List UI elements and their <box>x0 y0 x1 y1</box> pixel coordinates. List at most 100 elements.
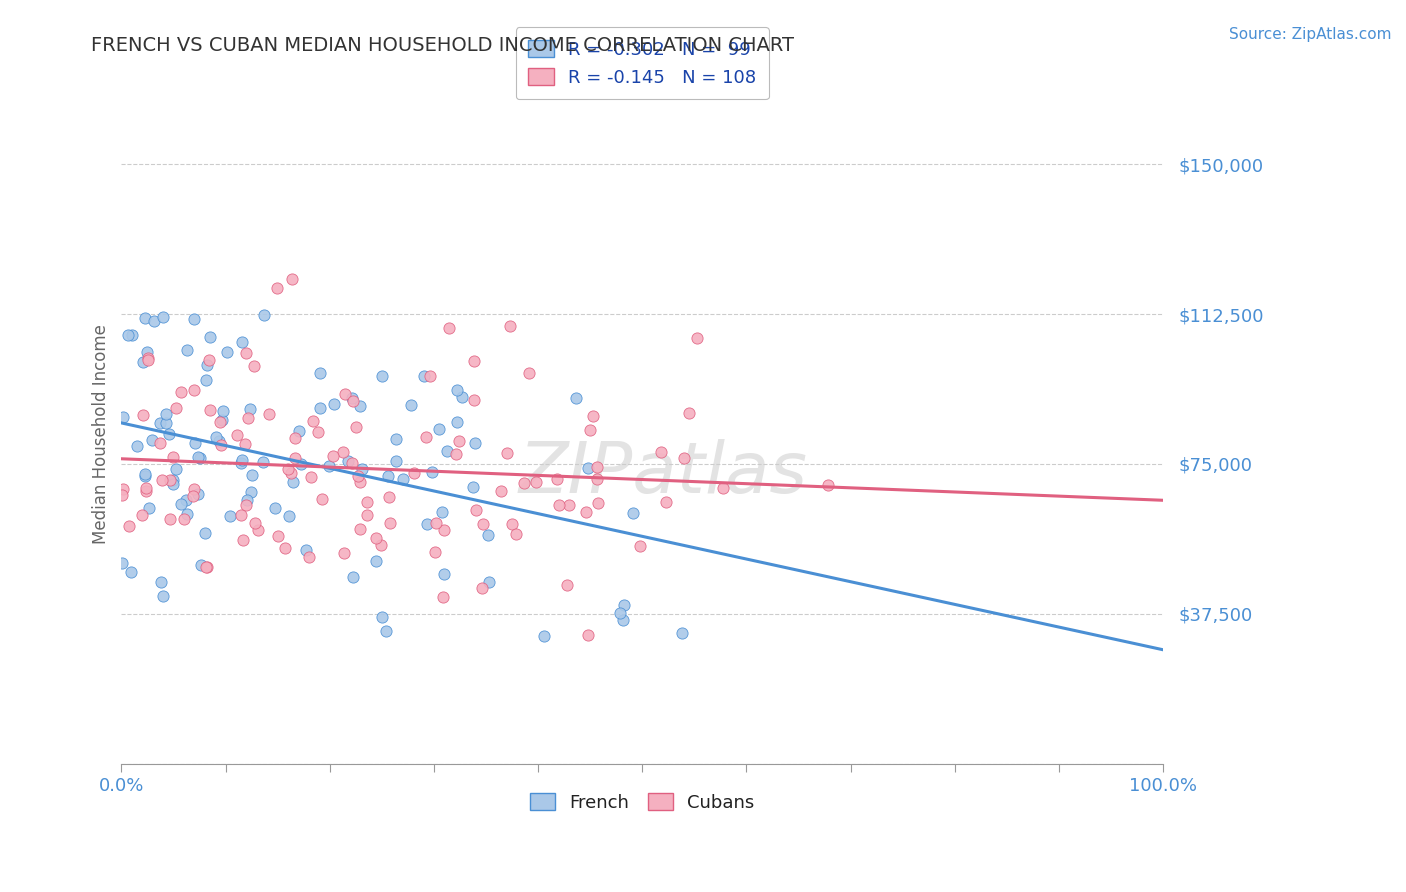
Point <box>686 331 709 345</box>
Point <box>342 394 364 409</box>
Point <box>176 343 198 357</box>
Point <box>111 556 134 570</box>
Point <box>212 404 235 418</box>
Point <box>385 432 408 446</box>
Point <box>371 369 394 384</box>
Point <box>565 391 588 405</box>
Point <box>505 527 527 541</box>
Point <box>240 468 263 483</box>
Point <box>650 445 672 459</box>
Point <box>430 505 453 519</box>
Point <box>533 629 555 643</box>
Point <box>377 469 399 483</box>
Point <box>209 438 232 452</box>
Point <box>302 414 325 428</box>
Point <box>120 565 142 579</box>
Point <box>463 354 485 368</box>
Point <box>281 272 304 286</box>
Point <box>609 606 631 620</box>
Point <box>136 351 159 365</box>
Point <box>370 538 392 552</box>
Point <box>444 447 467 461</box>
Point <box>307 425 329 439</box>
Point <box>112 409 135 424</box>
Point <box>344 419 367 434</box>
Point <box>463 393 485 408</box>
Point <box>243 516 266 530</box>
Point <box>377 490 399 504</box>
Point <box>134 469 156 483</box>
Point <box>266 281 288 295</box>
Point <box>284 431 307 445</box>
Point <box>253 308 276 322</box>
Point <box>157 427 180 442</box>
Point <box>131 355 153 369</box>
Point <box>152 310 174 324</box>
Point <box>576 628 599 642</box>
Point <box>150 473 173 487</box>
Point <box>495 446 517 460</box>
Point <box>322 397 344 411</box>
Point <box>162 450 184 464</box>
Point <box>176 507 198 521</box>
Point <box>209 416 232 430</box>
Point <box>332 445 354 459</box>
Point <box>136 345 159 359</box>
Point <box>423 545 446 559</box>
Point <box>173 512 195 526</box>
Point <box>558 498 581 512</box>
Point <box>111 488 134 502</box>
Point <box>155 416 177 430</box>
Point <box>582 409 605 423</box>
Point <box>205 429 228 443</box>
Point <box>446 416 468 430</box>
Legend: French, Cubans: French, Cubans <box>520 784 763 821</box>
Point <box>281 475 304 489</box>
Point <box>322 449 344 463</box>
Point <box>579 423 602 437</box>
Point <box>575 505 598 519</box>
Point <box>654 495 676 509</box>
Point <box>501 517 523 532</box>
Point <box>333 387 356 401</box>
Point <box>671 626 693 640</box>
Point <box>513 475 536 490</box>
Point <box>612 613 634 627</box>
Point <box>162 473 184 487</box>
Point <box>311 492 333 507</box>
Point <box>347 469 370 483</box>
Point <box>499 319 522 334</box>
Point <box>170 497 193 511</box>
Point <box>298 549 321 564</box>
Point <box>374 624 396 638</box>
Point <box>195 358 218 372</box>
Point <box>350 462 373 476</box>
Point <box>229 456 252 470</box>
Point <box>187 450 209 465</box>
Point <box>218 509 240 524</box>
Point <box>420 465 443 479</box>
Point <box>183 312 205 326</box>
Point <box>517 366 540 380</box>
Point <box>477 528 499 542</box>
Point <box>162 477 184 491</box>
Point <box>478 574 501 589</box>
Point <box>159 512 181 526</box>
Point <box>425 516 447 530</box>
Point <box>235 346 257 360</box>
Point <box>489 484 512 499</box>
Point <box>134 467 156 482</box>
Point <box>446 383 468 397</box>
Point <box>240 484 263 499</box>
Point <box>200 329 222 343</box>
Point <box>284 450 307 465</box>
Point <box>159 473 181 487</box>
Point <box>613 598 636 612</box>
Point <box>112 482 135 496</box>
Point <box>340 391 363 405</box>
Point <box>433 567 456 582</box>
Point <box>257 407 280 421</box>
Point <box>547 498 569 512</box>
Point <box>181 489 204 503</box>
Point <box>169 384 191 399</box>
